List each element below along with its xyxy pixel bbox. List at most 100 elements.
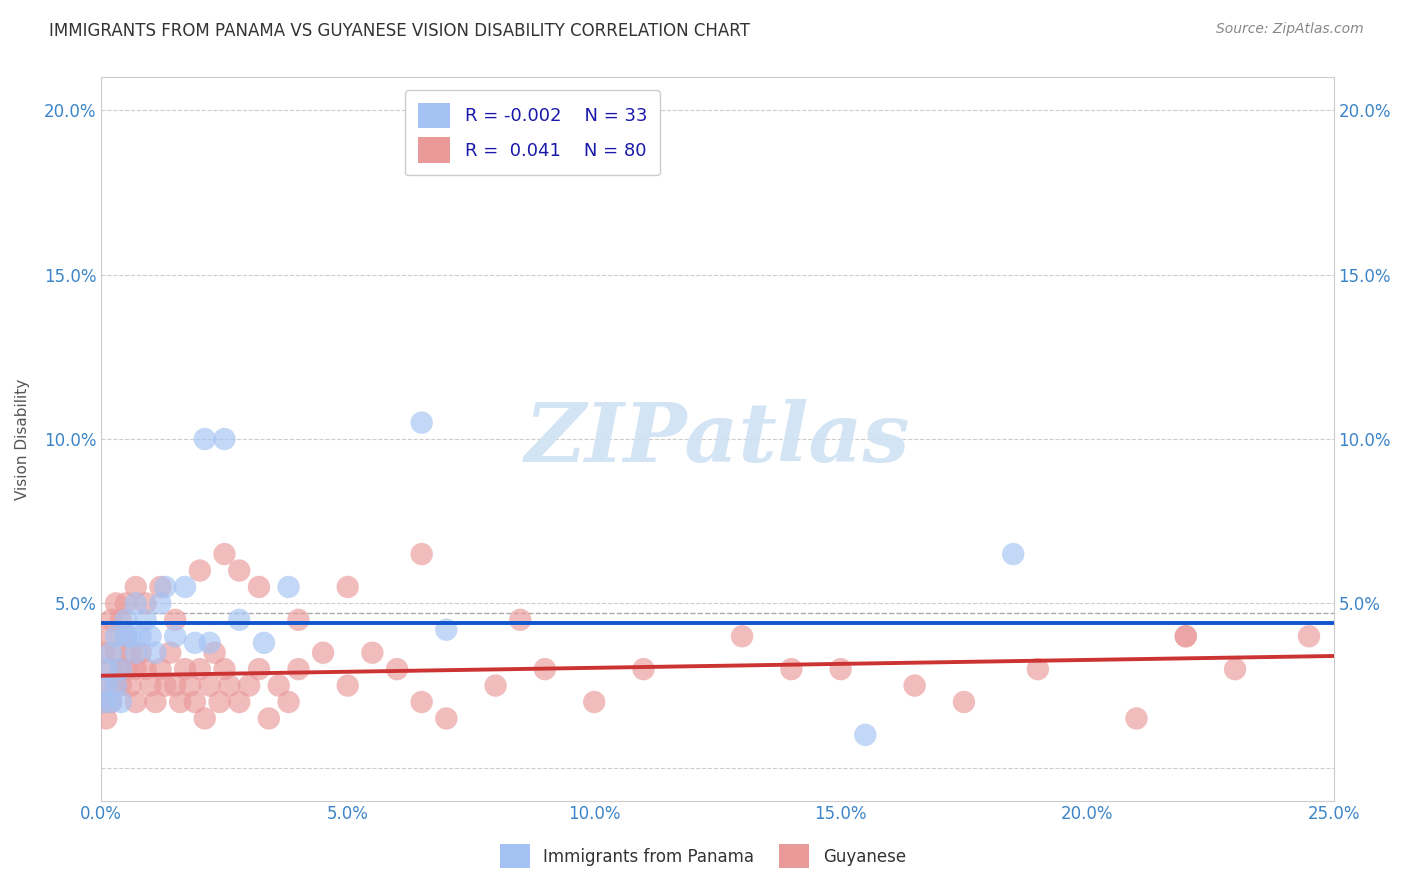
Point xyxy=(336,679,359,693)
Point xyxy=(96,711,118,725)
Point xyxy=(115,613,138,627)
Point xyxy=(194,711,217,725)
Point xyxy=(633,662,655,676)
Point xyxy=(120,629,142,643)
Point xyxy=(105,679,128,693)
Point xyxy=(169,695,191,709)
Point xyxy=(1002,547,1025,561)
Point xyxy=(155,679,177,693)
Point xyxy=(110,662,132,676)
Point xyxy=(115,662,138,676)
Point xyxy=(110,695,132,709)
Point xyxy=(135,596,157,610)
Point xyxy=(165,613,187,627)
Point xyxy=(129,646,152,660)
Point xyxy=(411,695,433,709)
Point xyxy=(204,646,226,660)
Point xyxy=(145,646,167,660)
Point xyxy=(1026,662,1049,676)
Point xyxy=(115,596,138,610)
Point xyxy=(228,695,250,709)
Point xyxy=(159,646,181,660)
Point xyxy=(155,580,177,594)
Point xyxy=(110,613,132,627)
Point xyxy=(247,580,270,594)
Point xyxy=(1298,629,1320,643)
Text: ZIPatlas: ZIPatlas xyxy=(524,399,910,479)
Point xyxy=(534,662,557,676)
Point xyxy=(953,695,976,709)
Text: Source: ZipAtlas.com: Source: ZipAtlas.com xyxy=(1216,22,1364,37)
Point xyxy=(287,662,309,676)
Point xyxy=(208,695,231,709)
Point xyxy=(100,662,122,676)
Point xyxy=(1174,629,1197,643)
Point xyxy=(110,662,132,676)
Point xyxy=(484,679,506,693)
Point xyxy=(115,629,138,643)
Point xyxy=(277,695,299,709)
Point xyxy=(139,629,162,643)
Point xyxy=(179,679,201,693)
Point xyxy=(509,613,531,627)
Point xyxy=(218,679,240,693)
Point xyxy=(228,564,250,578)
Point xyxy=(184,695,207,709)
Point xyxy=(125,596,148,610)
Point xyxy=(194,432,217,446)
Point xyxy=(904,679,927,693)
Point xyxy=(145,695,167,709)
Point xyxy=(125,695,148,709)
Point xyxy=(198,636,221,650)
Point xyxy=(100,695,122,709)
Point xyxy=(110,679,132,693)
Point xyxy=(214,662,236,676)
Point xyxy=(135,662,157,676)
Point xyxy=(96,679,118,693)
Point xyxy=(149,662,172,676)
Point xyxy=(100,695,122,709)
Point xyxy=(105,646,128,660)
Point xyxy=(129,629,152,643)
Point xyxy=(214,547,236,561)
Point xyxy=(165,629,187,643)
Point xyxy=(780,662,803,676)
Point xyxy=(361,646,384,660)
Point xyxy=(149,596,172,610)
Point xyxy=(411,547,433,561)
Point xyxy=(434,623,457,637)
Legend: Immigrants from Panama, Guyanese: Immigrants from Panama, Guyanese xyxy=(494,838,912,875)
Point xyxy=(96,679,118,693)
Point xyxy=(105,596,128,610)
Point xyxy=(120,679,142,693)
Point xyxy=(125,662,148,676)
Point xyxy=(139,679,162,693)
Point xyxy=(228,613,250,627)
Point xyxy=(120,646,142,660)
Point xyxy=(105,629,128,643)
Point xyxy=(105,679,128,693)
Point xyxy=(184,636,207,650)
Point xyxy=(238,679,260,693)
Point xyxy=(93,646,115,660)
Point xyxy=(336,580,359,594)
Point xyxy=(253,636,276,650)
Point xyxy=(165,679,187,693)
Point xyxy=(188,662,211,676)
Point xyxy=(174,662,197,676)
Point xyxy=(385,662,408,676)
Point xyxy=(411,416,433,430)
Point xyxy=(247,662,270,676)
Point xyxy=(100,613,122,627)
Point xyxy=(93,695,115,709)
Point xyxy=(267,679,290,693)
Point xyxy=(853,728,876,742)
Y-axis label: Vision Disability: Vision Disability xyxy=(15,378,30,500)
Point xyxy=(125,646,148,660)
Point xyxy=(96,662,118,676)
Point xyxy=(115,629,138,643)
Point xyxy=(583,695,606,709)
Point xyxy=(214,432,236,446)
Point xyxy=(434,711,457,725)
Point xyxy=(1223,662,1246,676)
